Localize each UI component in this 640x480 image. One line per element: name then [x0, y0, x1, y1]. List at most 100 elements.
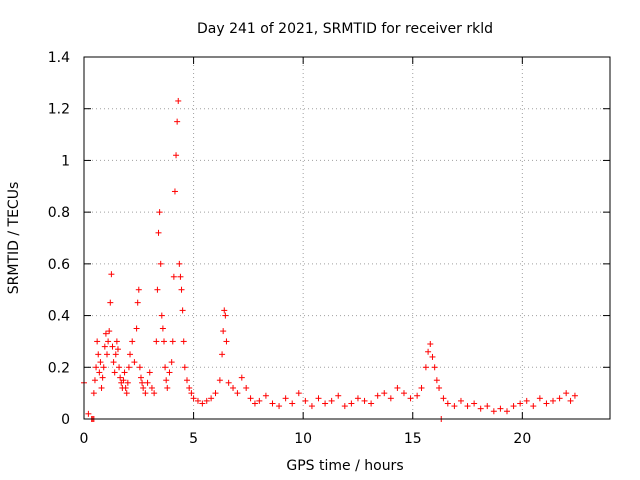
data-point — [116, 364, 123, 371]
data-point — [122, 384, 129, 391]
data-point — [203, 397, 210, 404]
data-point — [510, 403, 517, 410]
data-point — [163, 377, 170, 384]
data-point — [146, 369, 153, 376]
data-point — [221, 307, 228, 314]
data-point — [427, 341, 434, 348]
data-point — [444, 400, 451, 407]
data-point — [140, 384, 147, 391]
x-tick-label: 5 — [189, 431, 198, 447]
data-point — [102, 330, 109, 337]
data-point — [176, 260, 183, 267]
data-point — [216, 377, 223, 384]
data-point — [108, 271, 115, 278]
data-point — [247, 395, 254, 402]
data-point — [178, 286, 185, 293]
data-point — [431, 364, 438, 371]
data-point — [194, 397, 201, 404]
data-point — [95, 351, 102, 358]
data-point — [162, 364, 169, 371]
data-point — [175, 97, 182, 104]
y-tick-label: 0.2 — [48, 360, 70, 376]
data-point — [94, 338, 101, 345]
data-point — [571, 392, 578, 399]
data-point — [134, 299, 141, 306]
y-tick-label: 0.6 — [48, 257, 70, 273]
data-point — [168, 359, 175, 366]
data-point — [110, 359, 117, 366]
data-point — [308, 403, 315, 410]
data-point — [477, 405, 484, 412]
data-point — [114, 346, 121, 353]
data-point — [153, 338, 160, 345]
data-point — [414, 392, 421, 399]
data-point — [164, 384, 171, 391]
x-tick-label: 10 — [294, 431, 312, 447]
data-point — [262, 392, 269, 399]
data-point — [418, 384, 425, 391]
data-point — [137, 374, 144, 381]
data-point — [131, 359, 138, 366]
data-point — [160, 338, 167, 345]
data-point — [425, 348, 432, 355]
y-tick-label: 0.8 — [48, 205, 70, 221]
data-point — [457, 397, 464, 404]
data-point — [106, 328, 113, 335]
data-point — [173, 152, 180, 159]
data-point — [563, 390, 570, 397]
data-point — [354, 395, 361, 402]
data-point — [234, 390, 241, 397]
data-point — [91, 377, 98, 384]
data-point — [256, 397, 263, 404]
data-point — [156, 209, 163, 216]
data-point — [368, 400, 375, 407]
data-point — [123, 390, 130, 397]
data-point — [530, 403, 537, 410]
data-point — [436, 384, 443, 391]
data-point — [223, 338, 230, 345]
data-point — [341, 403, 348, 410]
data-point — [238, 374, 245, 381]
data-point — [433, 377, 440, 384]
data-point — [440, 395, 447, 402]
data-point — [101, 343, 108, 350]
data-point — [109, 343, 116, 350]
data-point — [295, 390, 302, 397]
data-point — [517, 400, 524, 407]
data-point — [282, 395, 289, 402]
data-point — [169, 338, 176, 345]
data-point — [407, 395, 414, 402]
data-point — [112, 351, 119, 358]
data-point — [374, 392, 381, 399]
data-point — [464, 403, 471, 410]
data-point — [230, 384, 237, 391]
x-axis-title: GPS time / hours — [286, 458, 403, 474]
y-tick-label: 1 — [61, 153, 70, 169]
data-point — [400, 390, 407, 397]
data-point — [190, 395, 197, 402]
data-point — [497, 405, 504, 412]
data-point — [181, 364, 188, 371]
data-point — [328, 397, 335, 404]
data-point — [158, 312, 165, 319]
data-point — [171, 188, 178, 195]
y-tick-label: 0.4 — [48, 309, 70, 325]
chart-title: Day 241 of 2021, SRMTID for receiver rkl… — [197, 21, 493, 37]
data-point — [394, 384, 401, 391]
data-point — [315, 395, 322, 402]
data-point — [302, 397, 309, 404]
data-point — [174, 118, 181, 125]
data-point — [98, 384, 105, 391]
data-point — [188, 390, 195, 397]
data-point — [186, 384, 193, 391]
axis-ticks: 0 0.2 0.4 0.6 0.8 1 1.2 1.4 0 5 10 15 20 — [48, 50, 610, 447]
data-point — [220, 328, 227, 335]
data-point — [225, 379, 232, 386]
data-point — [335, 392, 342, 399]
data-point — [90, 390, 97, 397]
data-point — [105, 338, 112, 345]
data-point — [177, 273, 184, 280]
data-point — [212, 390, 219, 397]
data-point — [269, 400, 276, 407]
